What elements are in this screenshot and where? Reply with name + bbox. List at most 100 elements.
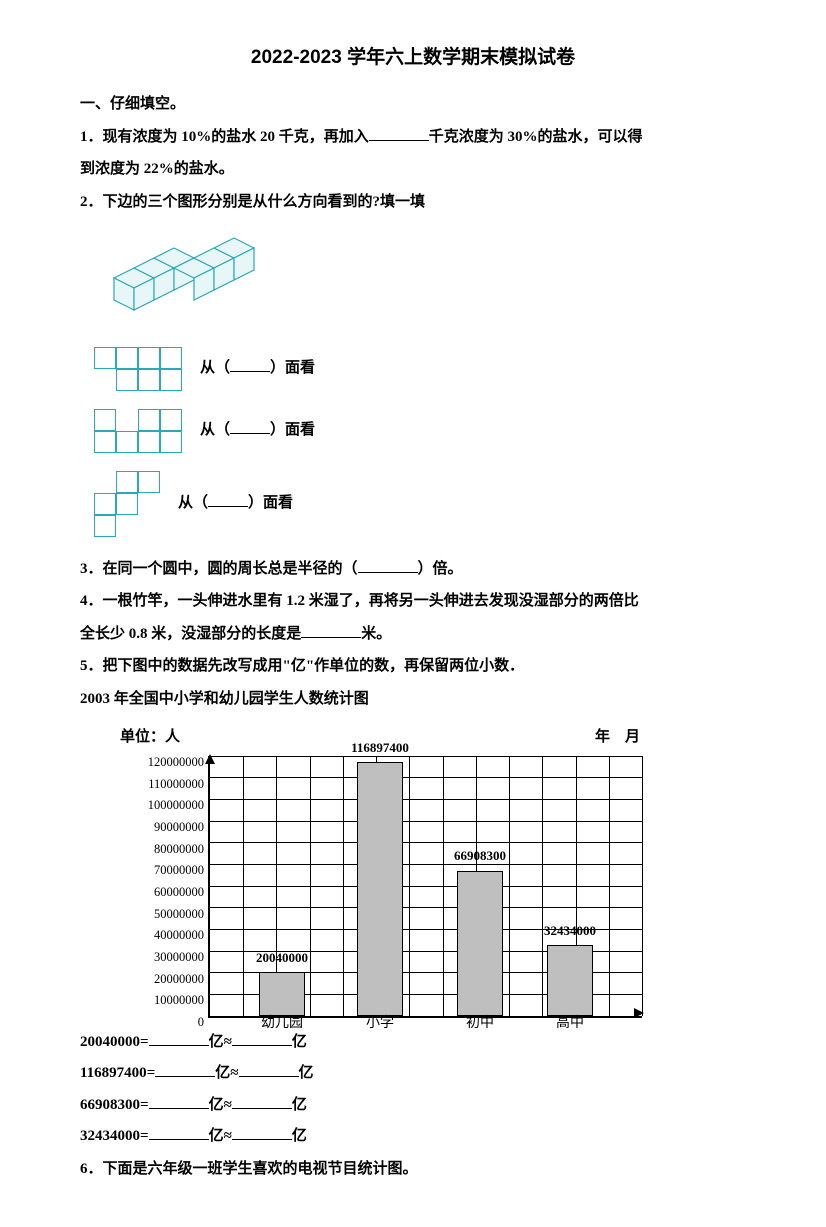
question-2: 2．下边的三个图形分别是从什么方向看到的?填一填 — [80, 188, 746, 217]
conv-raw: 20040000 — [80, 1034, 140, 1050]
conversion-row: 32434000=亿≈亿 — [80, 1122, 746, 1151]
view-suffix: ）面看 — [248, 495, 293, 511]
view-2-blank[interactable] — [230, 418, 270, 434]
view-row-2: 从（ ）面看 — [94, 409, 746, 453]
view-prefix: 从（ — [178, 495, 208, 511]
conv-yi: 亿 — [215, 1065, 230, 1081]
q1-text-a: 1．现有浓度为 10%的盐水 20 千克，再加入 — [80, 129, 369, 145]
chart-bar-label: 20040000 — [256, 946, 308, 971]
chart-gridline — [210, 777, 642, 778]
chart-bar-label: 66908300 — [454, 844, 506, 869]
view-row-3: 从（ ）面看 — [94, 471, 746, 537]
view-3-blank[interactable] — [208, 491, 248, 507]
chart-vline — [443, 756, 444, 1016]
q3-blank[interactable] — [358, 557, 418, 573]
view-suffix: ）面看 — [270, 360, 315, 376]
conv-approx: ≈ — [224, 1034, 232, 1050]
chart-gridline — [210, 907, 642, 908]
chart-gridline — [210, 821, 642, 822]
chart-vline — [310, 756, 311, 1016]
chart-x-category: 小学 — [366, 1011, 394, 1038]
chart-vline — [542, 756, 543, 1016]
conv-blank-2[interactable] — [239, 1061, 299, 1077]
question-5: 5．把下图中的数据先改写成用"亿"作单位的数，再保留两位小数． — [80, 652, 746, 681]
page-title: 2022-2023 学年六上数学期末模拟试卷 — [80, 40, 746, 76]
chart-x-category: 幼儿园 — [261, 1011, 303, 1038]
conv-yi: 亿 — [209, 1034, 224, 1050]
conv-eq: = — [140, 1097, 149, 1113]
q3-b: ）倍。 — [418, 561, 463, 577]
view-suffix: ）面看 — [270, 422, 315, 438]
view-label-3: 从（ ）面看 — [178, 489, 293, 518]
chart-ytick: 50000000 — [118, 902, 204, 926]
conv-yi: 亿 — [209, 1128, 224, 1144]
conv-raw: 32434000 — [80, 1128, 140, 1144]
chart-bar-label: 116897400 — [351, 736, 409, 761]
conv-approx: ≈ — [224, 1128, 232, 1144]
conv-eq: = — [140, 1034, 149, 1050]
q1-text-b: 千克浓度为 30%的盐水，可以得 — [429, 129, 643, 145]
question-1: 1．现有浓度为 10%的盐水 20 千克，再加入 千克浓度为 30%的盐水，可以得 — [80, 123, 746, 152]
view-shape-3 — [94, 471, 160, 537]
question-4-line2: 全长少 0.8 米，没湿部分的长度是 米。 — [80, 620, 746, 649]
chart-gridline — [210, 886, 642, 887]
cube-3d-figure — [94, 228, 254, 329]
chart-unit-label: 单位：人 — [120, 723, 180, 752]
view-shape-2 — [94, 409, 182, 453]
conversion-rows: 20040000=亿≈亿116897400=亿≈亿66908300=亿≈亿324… — [80, 1028, 746, 1151]
chart-ytick: 20000000 — [118, 967, 204, 991]
chart-ytick: 80000000 — [118, 837, 204, 861]
conv-blank-1[interactable] — [149, 1124, 209, 1140]
view-row-1: 从（ ）面看 — [94, 347, 746, 391]
chart-bar-label: 32434000 — [544, 919, 596, 944]
conv-blank-2[interactable] — [232, 1093, 292, 1109]
chart-vline — [343, 756, 344, 1016]
chart-vline — [509, 756, 510, 1016]
question-4-line1: 4．一根竹竿，一头伸进水里有 1.2 米湿了，再将另一头伸进去发现没湿部分的两倍… — [80, 587, 746, 616]
chart-ytick: 0 — [118, 1011, 204, 1035]
conversion-row: 116897400=亿≈亿 — [80, 1059, 746, 1088]
q1-blank[interactable] — [369, 125, 429, 141]
chart-vline — [243, 756, 244, 1016]
conv-yi: 亿 — [292, 1128, 307, 1144]
conv-eq: = — [147, 1065, 156, 1081]
conv-blank-1[interactable] — [149, 1093, 209, 1109]
view-label-1: 从（ ）面看 — [200, 354, 315, 383]
chart-vline — [409, 756, 410, 1016]
chart-ytick: 60000000 — [118, 881, 204, 905]
chart-gridline — [210, 756, 642, 757]
question-1-line2: 到浓度为 22%的盐水。 — [80, 155, 746, 184]
question-3: 3．在同一个圆中，圆的周长总是半径的（ ）倍。 — [80, 555, 746, 584]
chart-date-label: 年 月 — [595, 723, 640, 752]
view-label-2: 从（ ）面看 — [200, 416, 315, 445]
chart-vline — [609, 756, 610, 1016]
chart-ytick: 40000000 — [118, 924, 204, 948]
conversion-row: 66908300=亿≈亿 — [80, 1091, 746, 1120]
chart-bar — [357, 762, 403, 1015]
chart-ytick: 120000000 — [118, 751, 204, 775]
view-1-blank[interactable] — [230, 356, 270, 372]
q3-a: 3．在同一个圆中，圆的周长总是半径的（ — [80, 561, 358, 577]
section-heading-1: 一、仔细填空。 — [80, 90, 746, 119]
chart-gridline — [210, 864, 642, 865]
bar-chart: 单位：人 年 月 1000000020000000300000004000000… — [120, 723, 640, 1018]
conv-yi: 亿 — [299, 1065, 314, 1081]
conv-blank-1[interactable] — [155, 1061, 215, 1077]
chart-bar — [259, 972, 305, 1015]
chart-bar — [457, 871, 503, 1016]
q4-c: 米。 — [361, 626, 391, 642]
chart-plot-area: 1000000020000000300000004000000050000000… — [208, 756, 642, 1018]
q4-b: 全长少 0.8 米，没湿部分的长度是 — [80, 626, 301, 642]
conv-approx: ≈ — [224, 1097, 232, 1113]
chart-gridline — [210, 842, 642, 843]
view-prefix: 从（ — [200, 360, 230, 376]
conv-raw: 66908300 — [80, 1097, 140, 1113]
q4-blank[interactable] — [301, 622, 361, 638]
conv-raw: 116897400 — [80, 1065, 147, 1081]
conv-yi: 亿 — [209, 1097, 224, 1113]
view-prefix: 从（ — [200, 422, 230, 438]
conv-eq: = — [140, 1128, 149, 1144]
conv-blank-2[interactable] — [232, 1124, 292, 1140]
chart-x-category: 高中 — [556, 1011, 584, 1038]
chart-gridline — [210, 799, 642, 800]
